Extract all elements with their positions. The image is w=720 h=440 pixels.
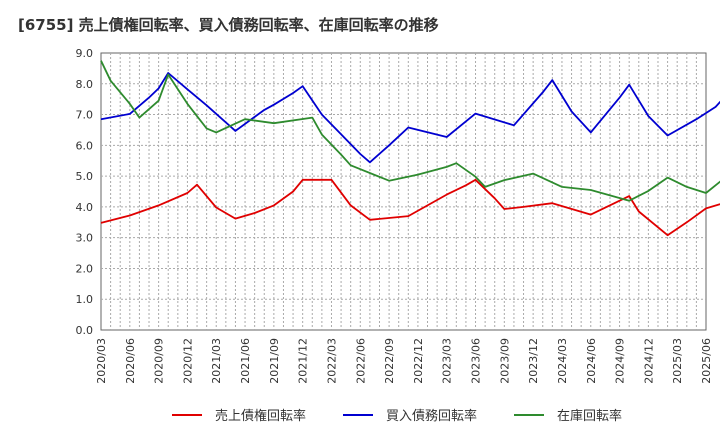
x-tick-label: 2022/09 — [383, 338, 396, 384]
x-tick-label: 2023/03 — [441, 338, 454, 384]
x-tick-label: 2021/03 — [210, 338, 223, 384]
x-tick-label: 2024/03 — [556, 338, 569, 384]
x-tick-label: 2024/06 — [585, 338, 598, 384]
y-tick-label: 9.0 — [76, 47, 94, 60]
y-tick-label: 5.0 — [76, 170, 94, 183]
y-tick-label: 1.0 — [76, 293, 94, 306]
y-tick-label: 2.0 — [76, 262, 94, 275]
series-line-3 — [100, 60, 720, 202]
x-tick-label: 2021/12 — [297, 338, 310, 384]
x-tick-label: 2020/03 — [95, 338, 108, 384]
chart-title: [6755] 売上債権回転率、買入債務回転率、在庫回転率の推移 — [18, 16, 439, 34]
series-line-1 — [100, 178, 720, 237]
y-tick-label: 7.0 — [76, 109, 94, 122]
x-tick-label: 2020/12 — [181, 338, 194, 384]
x-tick-label: 2023/09 — [498, 338, 511, 384]
y-tick-label: 8.0 — [76, 78, 94, 91]
series-line-2 — [100, 72, 720, 164]
x-tick-label: 2022/12 — [412, 338, 425, 384]
x-tick-label: 2022/06 — [354, 338, 367, 384]
y-tick-label: 3.0 — [76, 232, 94, 245]
y-tick-label: 6.0 — [76, 139, 94, 152]
x-tick-label: 2024/12 — [642, 338, 655, 384]
plot-area — [100, 52, 707, 331]
x-tick-label: 2025/06 — [700, 338, 713, 384]
y-tick-label: 0.0 — [76, 324, 94, 337]
y-tick-label: 4.0 — [76, 201, 94, 214]
x-tick-label: 2022/03 — [325, 338, 338, 384]
x-tick-label: 2021/06 — [239, 338, 252, 384]
x-tick-label: 2023/12 — [527, 338, 540, 384]
x-tick-label: 2025/03 — [671, 338, 684, 384]
x-tick-label: 2023/06 — [470, 338, 483, 384]
x-tick-label: 2024/09 — [614, 338, 627, 384]
x-tick-label: 2020/06 — [124, 338, 137, 384]
x-tick-label: 2020/09 — [153, 338, 166, 384]
legend-label-1: 売上債権回転率 — [215, 408, 306, 424]
x-tick-label: 2021/09 — [268, 338, 281, 384]
legend-label-3: 在庫回転率 — [557, 408, 622, 424]
legend-label-2: 買入債務回転率 — [386, 408, 477, 424]
